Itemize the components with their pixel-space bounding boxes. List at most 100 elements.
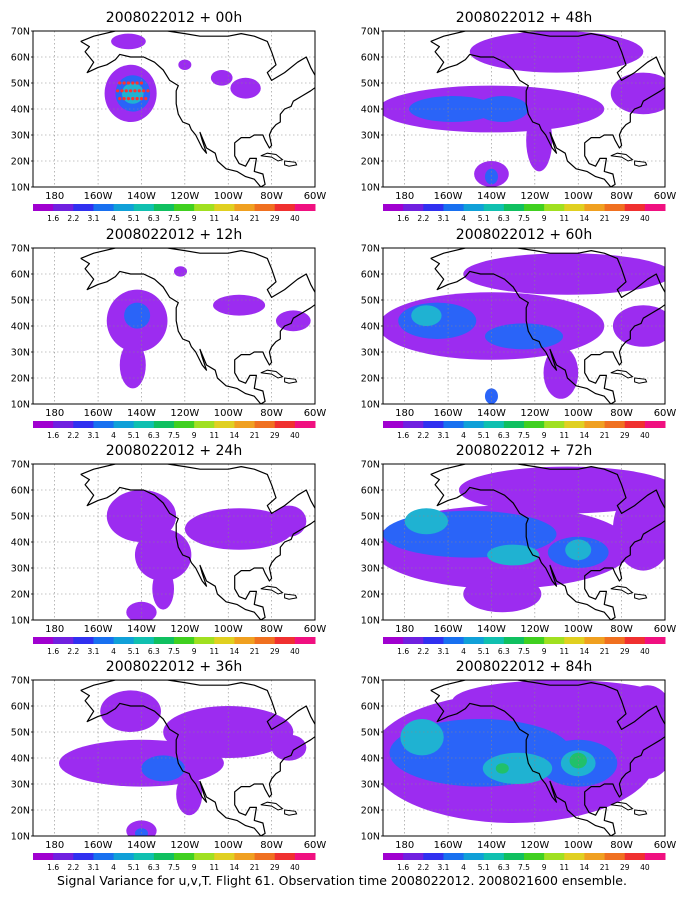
colorbar-swatch <box>33 637 54 644</box>
colorbar-label: 1.6 <box>47 214 59 223</box>
colorbar-label: 3.1 <box>87 431 99 440</box>
colorbar-swatch <box>174 204 195 211</box>
colorbar-label: 11 <box>560 863 570 872</box>
colorbar-swatch <box>564 637 585 644</box>
observation-marker <box>146 89 150 93</box>
colorbar-label: 1.6 <box>47 431 59 440</box>
colorbar-label: 3.1 <box>437 431 449 440</box>
colorbar-swatch <box>624 204 646 211</box>
colorbar-label: 11 <box>560 431 570 440</box>
colorbar-label: 2.2 <box>417 647 429 656</box>
lon-tick-label: 140W <box>127 191 156 202</box>
map-area <box>33 31 315 187</box>
colorbar-label: 21 <box>600 647 610 656</box>
lat-tick-label: 20N <box>361 590 380 601</box>
colorbar-label: 9 <box>542 863 547 872</box>
lat-tick-label: 20N <box>361 806 380 817</box>
lat-tick-label: 60N <box>361 53 380 64</box>
lat-tick-label: 30N <box>361 780 380 791</box>
lat-tick-label: 60N <box>11 53 30 64</box>
lon-tick-label: 100W <box>214 408 243 419</box>
colorbar-swatch <box>113 637 135 644</box>
lat-tick-label: 40N <box>361 538 380 549</box>
panels-layer: 2008022012 + 00h 10N 20N 30N 40N 50N 60N 70N 180… <box>11 10 677 872</box>
colorbar: 1.6 2.2 3.1 4 5.1 6.3 7.5 9 11 14 21 29 40 <box>383 204 666 223</box>
variance-contour <box>184 508 294 550</box>
variance-contour <box>213 294 266 316</box>
colorbar-label: 1.6 <box>397 431 409 440</box>
colorbar-label: 5.1 <box>478 431 490 440</box>
variance-contour <box>152 568 174 610</box>
lat-tick-label: 70N <box>361 460 380 471</box>
lat-tick-label: 40N <box>11 322 30 333</box>
forecast-panel-60h: 2008022012 + 60h 10N 20N 30N 40N 50N 60N 70N 180… <box>361 227 677 440</box>
colorbar-swatch <box>234 853 256 860</box>
panel-title: 2008022012 + 84h <box>456 659 592 675</box>
lat-tick-label: 40N <box>11 105 30 116</box>
colorbar-label: 21 <box>600 214 610 223</box>
island-hispaniola <box>634 377 648 384</box>
lon-tick-label: 100W <box>214 624 243 635</box>
lon-tick-label: 80W <box>260 624 283 635</box>
lat-tick-label: 10N <box>361 832 380 843</box>
colorbar-label: 3.1 <box>437 647 449 656</box>
colorbar-label: 9 <box>192 863 197 872</box>
lat-tick-label: 20N <box>11 374 30 385</box>
observation-marker <box>118 97 122 101</box>
colorbar-swatch <box>403 421 424 428</box>
colorbar-swatch <box>194 853 215 860</box>
colorbar-label: 6.3 <box>498 431 510 440</box>
lat-tick-label: 60N <box>361 486 380 497</box>
lat-tick-label: 70N <box>11 244 30 255</box>
colorbar-swatch <box>214 421 235 428</box>
colorbar-swatch <box>463 853 485 860</box>
figure-caption: Signal Variance for u,v,T. Flight 61. Ob… <box>57 873 627 888</box>
colorbar-label: 11 <box>210 647 220 656</box>
variance-contour <box>400 719 444 756</box>
lon-tick-label: 60W <box>304 840 327 851</box>
island-cuba <box>260 369 284 379</box>
colorbar-label: 9 <box>542 214 547 223</box>
lon-tick-label: 100W <box>214 191 243 202</box>
variance-contour <box>565 539 592 561</box>
variance-contour <box>230 77 261 99</box>
colorbar-swatch <box>33 421 54 428</box>
colorbar-label: 21 <box>600 431 610 440</box>
lon-tick-label: 100W <box>564 408 593 419</box>
colorbar-swatch <box>254 853 276 860</box>
colorbar-label: 29 <box>620 647 630 656</box>
colorbar-label: 11 <box>560 647 570 656</box>
lon-tick-label: 160W <box>434 624 463 635</box>
lon-tick-label: 180 <box>395 408 414 419</box>
coastline <box>430 464 665 620</box>
colorbar-swatch <box>73 421 94 428</box>
observation-marker <box>131 97 135 101</box>
colorbar-swatch <box>113 421 135 428</box>
colorbar-swatch <box>194 421 215 428</box>
island-cuba <box>610 369 634 379</box>
lon-tick-label: 120W <box>170 191 199 202</box>
colorbar-label: 2.2 <box>67 214 79 223</box>
lat-tick-label: 60N <box>11 270 30 281</box>
observation-marker <box>120 89 124 93</box>
colorbar-label: 21 <box>250 431 260 440</box>
variance-contour <box>526 109 553 172</box>
colorbar-swatch <box>274 421 296 428</box>
colorbar-swatch <box>73 637 94 644</box>
observation-marker <box>124 89 128 93</box>
lon-tick-label: 160W <box>434 191 463 202</box>
colorbar-swatch <box>544 421 565 428</box>
island-cuba <box>610 585 634 595</box>
observation-marker <box>129 89 133 93</box>
colorbar-swatch <box>174 853 195 860</box>
colorbar-label: 4 <box>461 863 466 872</box>
panel-title: 2008022012 + 72h <box>456 443 592 459</box>
colorbar-swatch <box>564 853 585 860</box>
colorbar-label: 29 <box>620 431 630 440</box>
lon-tick-label: 180 <box>395 191 414 202</box>
colorbar-swatch <box>423 204 444 211</box>
colorbar-swatch <box>463 421 485 428</box>
colorbar-label: 3.1 <box>87 214 99 223</box>
colorbar-label: 7.5 <box>168 863 180 872</box>
